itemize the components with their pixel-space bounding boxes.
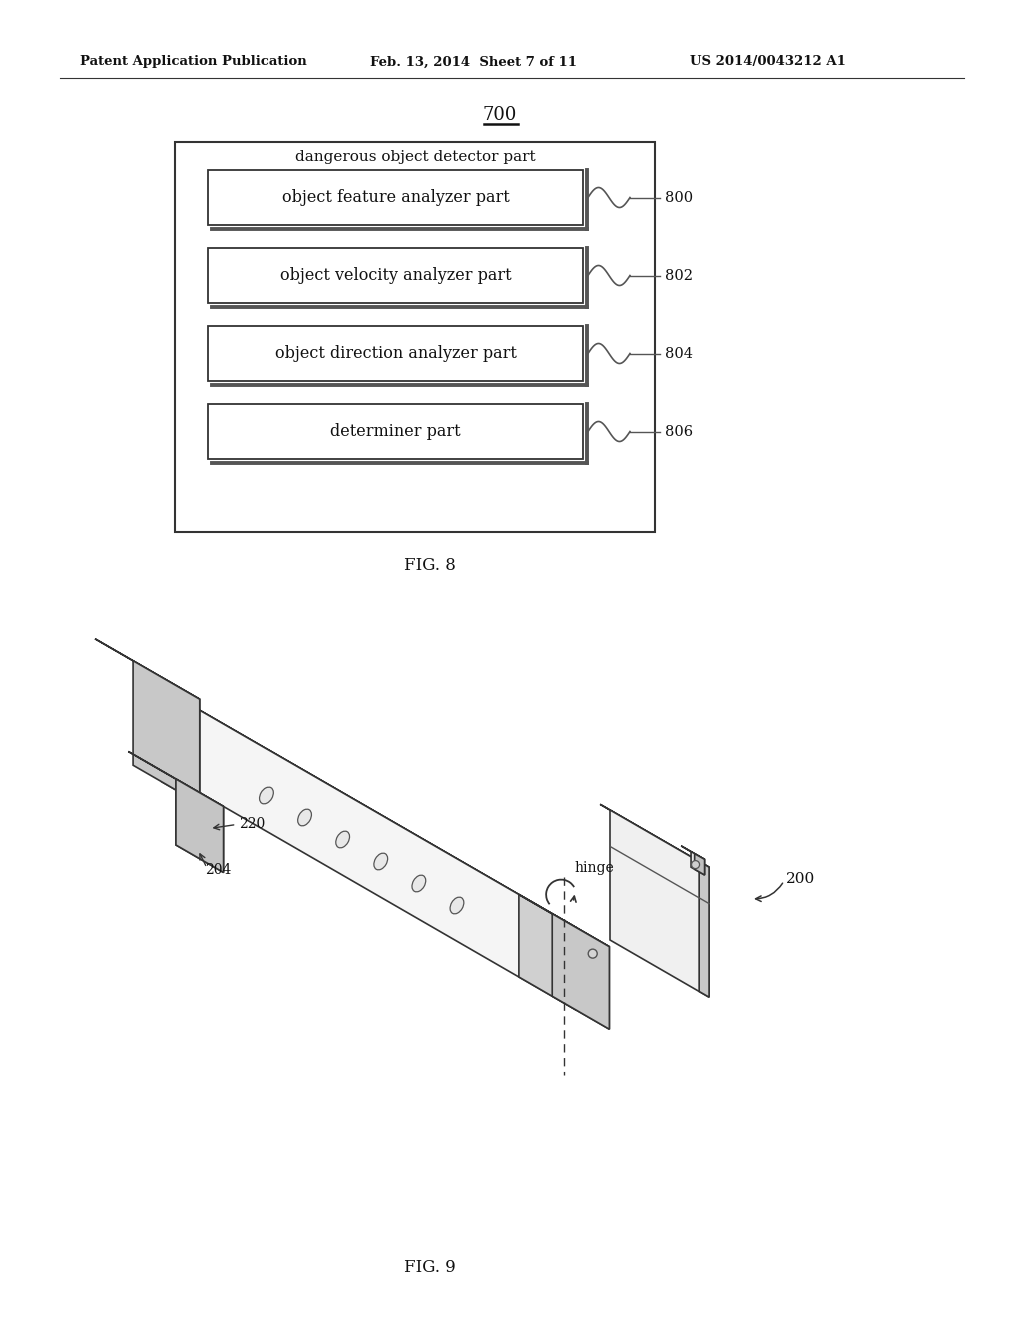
Polygon shape	[95, 639, 200, 700]
Text: US 2014/0043212 A1: US 2014/0043212 A1	[690, 55, 846, 69]
Ellipse shape	[298, 809, 311, 826]
Ellipse shape	[451, 898, 464, 913]
Text: 700: 700	[482, 106, 517, 124]
Ellipse shape	[588, 949, 597, 958]
Text: object velocity analyzer part: object velocity analyzer part	[280, 267, 511, 284]
Text: 804: 804	[665, 346, 693, 360]
Bar	[175, 143, 655, 532]
Polygon shape	[128, 751, 223, 807]
Text: Feb. 13, 2014  Sheet 7 of 11: Feb. 13, 2014 Sheet 7 of 11	[370, 55, 577, 69]
Text: Patent Application Publication: Patent Application Publication	[80, 55, 307, 69]
Polygon shape	[600, 804, 709, 867]
Polygon shape	[552, 913, 609, 1030]
Polygon shape	[519, 895, 577, 1010]
Bar	[208, 326, 583, 381]
Text: 204: 204	[205, 863, 231, 876]
Text: dangerous object detector part: dangerous object detector part	[295, 150, 536, 164]
Polygon shape	[176, 779, 223, 873]
Polygon shape	[691, 851, 705, 875]
Polygon shape	[133, 661, 200, 804]
Text: object direction analyzer part: object direction analyzer part	[274, 345, 516, 362]
Ellipse shape	[412, 875, 426, 892]
Polygon shape	[694, 854, 705, 875]
Bar	[208, 170, 583, 224]
Ellipse shape	[374, 853, 388, 870]
Polygon shape	[176, 779, 223, 873]
Polygon shape	[519, 895, 609, 946]
Polygon shape	[681, 846, 705, 859]
Polygon shape	[577, 928, 609, 1030]
Text: 806: 806	[665, 425, 693, 438]
Text: FIG. 8: FIG. 8	[404, 557, 456, 573]
Text: FIG. 9: FIG. 9	[404, 1259, 456, 1276]
Text: 800: 800	[665, 190, 693, 205]
Polygon shape	[195, 708, 577, 1010]
Polygon shape	[699, 862, 709, 997]
Ellipse shape	[259, 787, 273, 804]
Text: object feature analyzer part: object feature analyzer part	[282, 189, 509, 206]
Text: 200: 200	[786, 871, 815, 886]
Bar	[208, 404, 583, 459]
Ellipse shape	[691, 861, 699, 869]
Ellipse shape	[336, 832, 349, 847]
Text: determiner part: determiner part	[330, 422, 461, 440]
Text: 220: 220	[240, 817, 266, 830]
Text: 802: 802	[665, 268, 693, 282]
Text: hinge: hinge	[574, 861, 613, 875]
Polygon shape	[162, 677, 200, 804]
Bar	[208, 248, 583, 304]
Polygon shape	[138, 675, 577, 928]
Polygon shape	[610, 810, 709, 997]
